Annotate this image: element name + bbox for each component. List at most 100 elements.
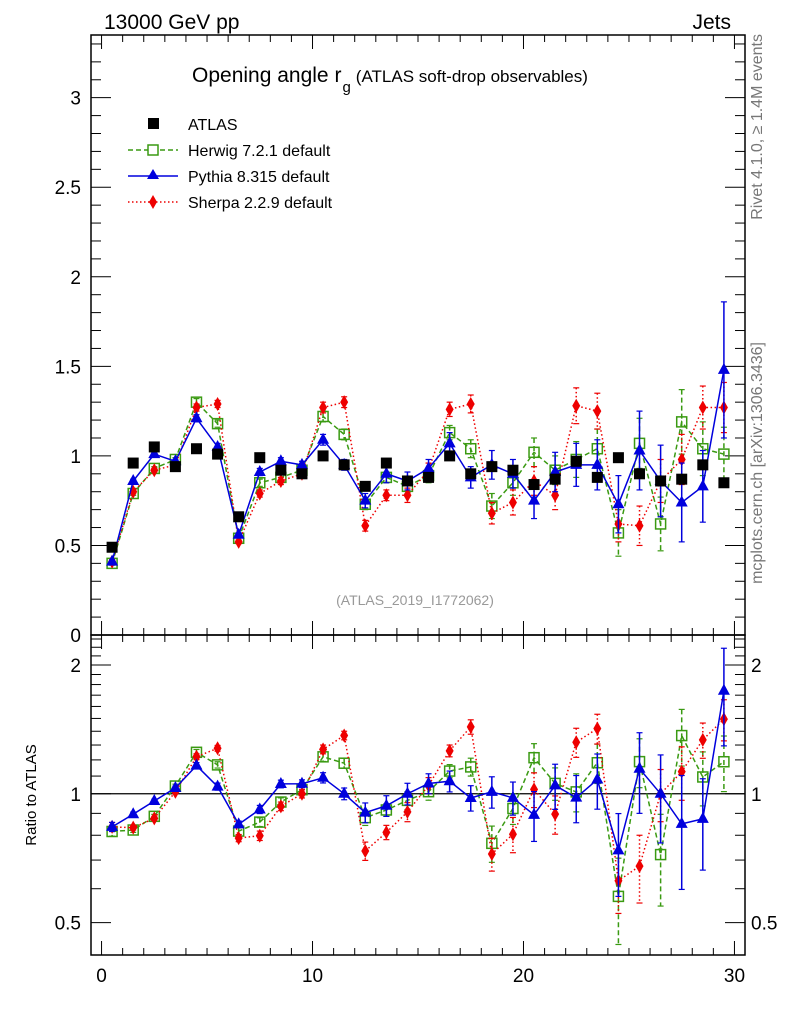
data-point-pythia bbox=[443, 436, 456, 448]
data-point-pythia bbox=[464, 790, 477, 802]
y-tick-label: 3 bbox=[70, 89, 81, 110]
legend-marker-sherpa bbox=[149, 195, 157, 209]
data-point-sherpa bbox=[382, 825, 391, 840]
ratio-series bbox=[106, 647, 730, 946]
data-point-sherpa bbox=[593, 404, 602, 419]
data-point-pythia bbox=[528, 807, 541, 819]
data-point-atlas bbox=[359, 480, 371, 492]
data-point-sherpa bbox=[129, 820, 138, 835]
data-point-atlas bbox=[380, 457, 392, 469]
data-point-atlas bbox=[507, 464, 519, 476]
data-point-pythia bbox=[612, 843, 625, 855]
y-tick-label: 2.5 bbox=[55, 178, 81, 199]
data-point-pythia bbox=[443, 774, 456, 786]
data-point-pythia bbox=[380, 466, 393, 478]
data-point-pythia bbox=[127, 473, 140, 485]
data-point-pythia bbox=[654, 786, 667, 798]
legend-marker-herwig bbox=[147, 144, 159, 156]
series-line-pythia bbox=[111, 690, 725, 854]
y-tick-label: 2 bbox=[70, 268, 81, 289]
ratio-y-tick-label: 2 bbox=[70, 656, 81, 677]
data-point-herwig bbox=[464, 761, 477, 773]
series-line-sherpa bbox=[112, 718, 725, 883]
data-point-atlas bbox=[697, 459, 709, 471]
ratio-series-pythia bbox=[106, 647, 730, 897]
data-point-atlas bbox=[423, 471, 435, 483]
data-point-sherpa bbox=[445, 402, 454, 417]
data-point-pythia bbox=[675, 816, 688, 828]
legend-item-atlas: ATLAS bbox=[148, 117, 238, 134]
data-point-atlas bbox=[148, 441, 160, 453]
data-point-pythia bbox=[717, 683, 730, 695]
data-point-atlas bbox=[127, 457, 139, 469]
mcplots-label: mcplots.cern.ch [arXiv:1306.3436] bbox=[749, 342, 766, 584]
data-point-pythia bbox=[232, 817, 245, 829]
y-tick-label: 0.5 bbox=[55, 536, 81, 557]
data-point-sherpa bbox=[530, 782, 539, 797]
chart-title-suffix: (ATLAS soft-drop observables) bbox=[356, 67, 588, 86]
data-point-atlas bbox=[338, 459, 350, 471]
data-point-pythia bbox=[717, 362, 730, 374]
x-tick-label: 30 bbox=[724, 966, 745, 987]
data-point-herwig bbox=[654, 848, 667, 861]
data-point-pythia bbox=[506, 790, 519, 802]
data-point-atlas bbox=[296, 468, 308, 480]
data-point-atlas bbox=[591, 471, 603, 483]
data-point-pythia bbox=[591, 457, 604, 469]
data-point-pythia bbox=[570, 790, 583, 802]
series-line-herwig bbox=[111, 400, 725, 564]
data-point-pythia bbox=[295, 457, 308, 469]
axis-tick-labels: 0 10 20 30 0 0.5 1 1.5 2 2.5 3 0.5 0.5 1 1 2 2 bbox=[55, 89, 778, 987]
data-point-sherpa bbox=[551, 807, 560, 822]
ratio-y-axis-label: Ratio to ATLAS bbox=[23, 744, 40, 845]
data-point-pythia bbox=[190, 411, 203, 423]
data-point-sherpa bbox=[319, 742, 328, 757]
data-point-herwig bbox=[528, 446, 540, 459]
header-process-label: Jets bbox=[692, 11, 731, 34]
data-point-pythia bbox=[232, 527, 245, 539]
rivet-version-label: Rivet 4.1.0, ≥ 1.4M events bbox=[749, 34, 766, 220]
data-point-pythia bbox=[106, 819, 119, 831]
ratio-y-tick-label-right: 1 bbox=[751, 785, 762, 806]
data-point-sherpa bbox=[635, 859, 644, 874]
data-point-pythia bbox=[338, 786, 351, 798]
data-point-pythia bbox=[633, 443, 646, 455]
data-point-sherpa bbox=[593, 721, 602, 736]
data-point-atlas bbox=[106, 541, 118, 553]
data-point-pythia bbox=[591, 772, 604, 784]
ratio-y-tick-label: 1 bbox=[70, 785, 81, 806]
data-point-herwig bbox=[654, 518, 667, 530]
series-line-herwig bbox=[112, 733, 725, 897]
data-point-sherpa bbox=[192, 749, 201, 764]
data-point-sherpa bbox=[572, 735, 581, 750]
data-point-herwig bbox=[718, 755, 730, 768]
data-point-sherpa bbox=[150, 463, 159, 478]
data-point-pythia bbox=[380, 798, 393, 810]
series-line-pythia bbox=[111, 369, 725, 562]
data-point-atlas bbox=[528, 479, 540, 491]
y-tick-label: 1.5 bbox=[55, 357, 81, 378]
data-point-sherpa bbox=[255, 486, 264, 501]
analysis-watermark: (ATLAS_2019_I1772062) bbox=[336, 592, 494, 608]
data-point-sherpa bbox=[487, 506, 496, 521]
data-point-sherpa bbox=[508, 495, 517, 510]
data-point-atlas bbox=[444, 450, 456, 462]
data-point-sherpa bbox=[466, 396, 475, 411]
data-point-atlas bbox=[190, 443, 202, 455]
ratio-series-herwig bbox=[106, 708, 730, 946]
data-point-sherpa bbox=[445, 743, 454, 758]
chart-title-subscript: g bbox=[342, 79, 350, 96]
data-point-pythia bbox=[127, 807, 140, 819]
data-point-sherpa bbox=[698, 732, 707, 747]
data-point-pythia bbox=[359, 493, 372, 505]
data-point-sherpa bbox=[487, 846, 496, 861]
x-tick-label: 10 bbox=[302, 966, 323, 987]
legend-marker-pythia bbox=[147, 169, 159, 179]
y-tick-label: 1 bbox=[70, 447, 81, 468]
legend-label-pythia: Pythia 8.315 default bbox=[188, 169, 330, 186]
data-point-sherpa bbox=[234, 831, 243, 846]
data-point-pythia bbox=[422, 461, 435, 473]
data-point-herwig bbox=[338, 757, 350, 769]
data-point-atlas bbox=[486, 461, 498, 473]
